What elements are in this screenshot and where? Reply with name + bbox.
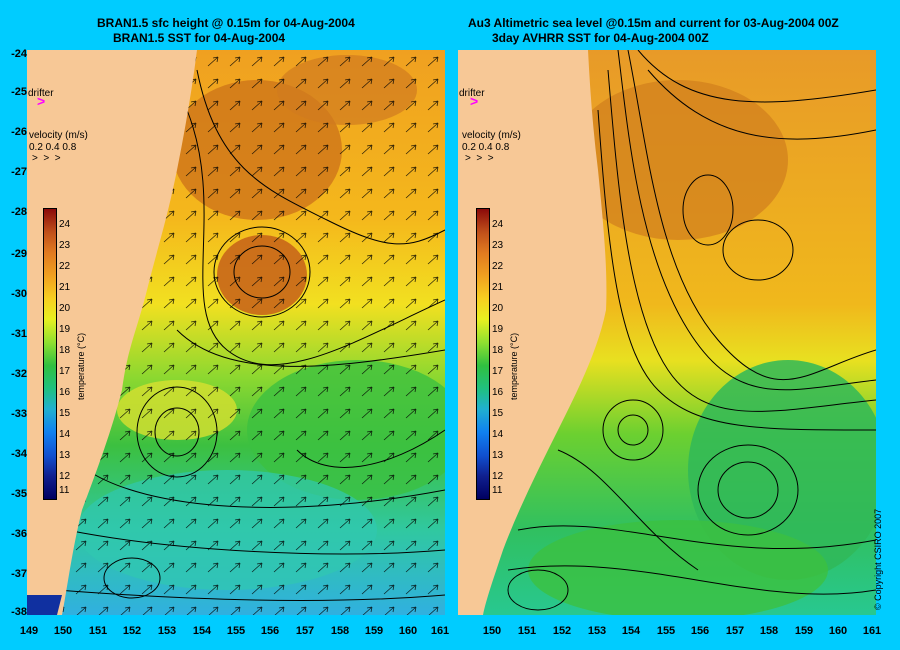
left-drifter-label: drifter — [28, 88, 54, 99]
left-velocity-values: 0.2 0.4 0.8 — [29, 142, 77, 153]
cb-tick: 21 — [492, 282, 504, 293]
x-tick: 159 — [794, 625, 814, 637]
cb-tick: 20 — [492, 303, 504, 314]
cb-tick: 24 — [59, 219, 71, 230]
y-tick: -29 — [11, 248, 27, 260]
y-tick: -25 — [11, 86, 27, 98]
y-tick: -24 — [11, 48, 27, 60]
cb-tick: 11 — [59, 485, 70, 496]
cb-tick: 16 — [59, 387, 71, 398]
right-drifter-icon: > — [470, 93, 479, 109]
left-colorbar-title: temperature (°C) — [76, 332, 86, 400]
right-velocity-values: 0.2 0.4 0.8 — [462, 142, 510, 153]
x-tick: 161 — [862, 625, 882, 637]
x-tick: 157 — [295, 625, 315, 637]
cb-tick: 19 — [59, 324, 71, 335]
x-tick: 160 — [398, 625, 418, 637]
cb-tick: 24 — [492, 219, 504, 230]
cb-tick: 21 — [59, 282, 71, 293]
y-tick: -36 — [11, 528, 27, 540]
left-contours — [56, 69, 445, 601]
y-tick: -35 — [11, 488, 27, 500]
x-tick: 160 — [828, 625, 848, 637]
cb-tick: 16 — [492, 387, 504, 398]
x-tick: 150 — [53, 625, 73, 637]
right-velocity-label: velocity (m/s) — [462, 130, 521, 141]
y-tick: -38 — [11, 606, 27, 618]
x-tick: 152 — [122, 625, 142, 637]
left-title-line2: BRAN1.5 SST for 04-Aug-2004 — [113, 31, 286, 45]
cb-tick: 17 — [59, 366, 71, 377]
left-velocity-arrows-icon: > > > — [32, 153, 61, 164]
x-tick: 154 — [192, 625, 212, 637]
cb-tick: 18 — [492, 345, 504, 356]
x-tick: 157 — [725, 625, 745, 637]
x-tick: 149 — [19, 625, 39, 637]
right-title-line1: Au3 Altimetric sea level @0.15m and curr… — [468, 16, 839, 30]
x-tick: 156 — [690, 625, 710, 637]
right-colorbar-title: temperature (°C) — [509, 332, 519, 400]
right-land — [458, 50, 607, 615]
cb-tick: 19 — [492, 324, 504, 335]
cb-tick: 11 — [492, 485, 503, 496]
x-tick: 159 — [364, 625, 384, 637]
y-tick: -30 — [11, 288, 27, 300]
cb-tick: 14 — [492, 429, 504, 440]
y-tick: -33 — [11, 408, 27, 420]
x-tick: 155 — [226, 625, 246, 637]
left-velocity-label: velocity (m/s) — [29, 130, 88, 141]
cb-tick: 15 — [59, 408, 71, 419]
left-map-canvas — [27, 50, 445, 615]
x-tick: 161 — [430, 625, 450, 637]
y-tick: -34 — [11, 448, 27, 460]
right-drifter-label: drifter — [459, 88, 485, 99]
x-tick: 150 — [482, 625, 502, 637]
x-tick: 152 — [552, 625, 572, 637]
left-map[interactable] — [27, 50, 445, 615]
right-title-line2: 3day AVHRR SST for 04-Aug-2004 00Z — [492, 31, 709, 45]
cb-tick: 18 — [59, 345, 71, 356]
cb-tick: 17 — [492, 366, 504, 377]
left-colorbar — [43, 208, 57, 500]
x-tick: 158 — [330, 625, 350, 637]
left-title-line1: BRAN1.5 sfc height @ 0.15m for 04-Aug-20… — [97, 16, 355, 30]
cb-tick: 15 — [492, 408, 504, 419]
cb-tick: 23 — [59, 240, 71, 251]
left-title: BRAN1.5 sfc height @ 0.15m for 04-Aug-20… — [97, 16, 355, 46]
cb-tick: 13 — [59, 450, 71, 461]
right-map[interactable] — [458, 50, 876, 615]
x-tick: 154 — [621, 625, 641, 637]
y-tick: -28 — [11, 206, 27, 218]
cb-tick: 23 — [492, 240, 504, 251]
y-tick: -31 — [11, 328, 27, 340]
cb-tick: 14 — [59, 429, 71, 440]
cb-tick: 22 — [492, 261, 504, 272]
x-tick: 153 — [157, 625, 177, 637]
x-tick: 158 — [759, 625, 779, 637]
right-contours — [507, 50, 876, 611]
right-map-canvas — [458, 50, 876, 615]
x-tick: 151 — [517, 625, 537, 637]
y-tick: -27 — [11, 166, 27, 178]
y-tick: -26 — [11, 126, 27, 138]
y-tick: -32 — [11, 368, 27, 380]
y-tick: -37 — [11, 568, 27, 580]
cb-tick: 20 — [59, 303, 71, 314]
cb-tick: 12 — [59, 471, 71, 482]
x-tick: 153 — [587, 625, 607, 637]
x-tick: 155 — [656, 625, 676, 637]
cb-tick: 12 — [492, 471, 504, 482]
x-tick: 156 — [260, 625, 280, 637]
x-tick: 151 — [88, 625, 108, 637]
left-drifter-icon: > — [37, 93, 46, 109]
right-colorbar — [476, 208, 490, 500]
right-title: Au3 Altimetric sea level @0.15m and curr… — [468, 16, 839, 46]
left-land — [27, 50, 197, 615]
cb-tick: 13 — [492, 450, 504, 461]
copyright-text: © Copyright CSIRO 2007 — [873, 508, 883, 610]
right-velocity-arrows-icon: > > > — [465, 153, 494, 164]
cb-tick: 22 — [59, 261, 71, 272]
